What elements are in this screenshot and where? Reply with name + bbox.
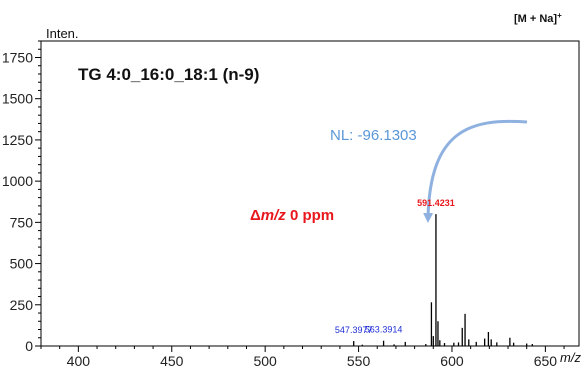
ion-label-sup: + (557, 11, 562, 20)
neutral-loss-label: NL: -96.1303 (330, 127, 417, 144)
x-tick-label: 550 (347, 353, 371, 369)
y-tick-label: 1500 (2, 91, 33, 107)
ion-label: [M + Na]+ (514, 11, 562, 25)
y-tick-label: 750 (10, 214, 34, 230)
spectrum-peaks (353, 214, 533, 346)
x-tick-label: 500 (253, 353, 277, 369)
delta-suffix: 0 ppm (286, 207, 334, 224)
y-tick-label: 1250 (2, 132, 33, 148)
y-tick-label: 500 (10, 256, 34, 272)
x-tick-label: 600 (440, 353, 464, 369)
x-axis-title: m/z (560, 350, 581, 365)
y-tick-label: 250 (10, 297, 34, 313)
peak-label: 591.4231 (417, 198, 455, 208)
x-tick-label: 450 (160, 353, 184, 369)
chart-title: TG 4:0_16:0_18:1 (n-9) (78, 65, 259, 84)
plot-frame (40, 40, 580, 347)
x-tick-label: 650 (534, 353, 558, 369)
delta-mass-label: Δm/z 0 ppm (250, 207, 334, 224)
y-tick-label: 0 (25, 338, 33, 354)
axis-ticks: 400 450 500 550 600 650 0 250 500 750 1000 1250 1500… (2, 40, 565, 369)
neutral-loss-arrow (423, 119, 528, 223)
peak-label: 563.3914 (365, 325, 403, 335)
ion-label-text: [M + Na] (514, 13, 557, 25)
x-tick-label: 400 (67, 353, 91, 369)
y-tick-label: 1750 (2, 49, 33, 65)
y-tick-label: 1000 (2, 173, 33, 189)
delta-italic: m/z (261, 207, 287, 224)
peak-label: 547.3977 (335, 325, 373, 335)
delta-prefix: Δ (250, 207, 261, 224)
y-axis-title: Inten. (46, 26, 79, 41)
